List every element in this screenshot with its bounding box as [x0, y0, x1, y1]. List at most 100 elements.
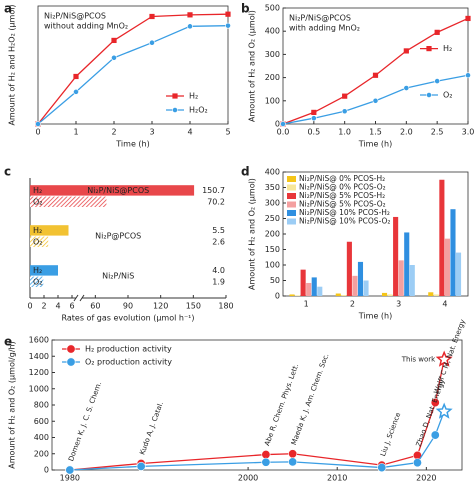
point-label: This work [401, 356, 436, 364]
x-tick-label: 6 [69, 302, 74, 311]
panel-label: b [241, 2, 250, 16]
y-tick-label: 0 [44, 466, 49, 475]
x-tick-label: 0.5 [307, 128, 320, 137]
bar [30, 265, 58, 276]
marker [225, 22, 231, 29]
x-tick-label: 2020 [416, 474, 436, 483]
x-tick-label: 120 [153, 302, 168, 311]
legend-label: H₂ [189, 92, 198, 101]
y-axis-label: Amount of H₂ and O₂ (μmol) [248, 10, 257, 122]
bar [363, 280, 369, 296]
x-tick-label: 0 [27, 302, 32, 311]
bar [455, 252, 462, 296]
marker [73, 73, 79, 80]
bar [289, 294, 295, 296]
y-tick-label: 100 [265, 261, 280, 270]
y-tick-label: 600 [34, 417, 49, 426]
y-tick-label: 100 [265, 96, 280, 105]
x-tick-label: 1980 [60, 474, 80, 483]
x-axis-label: Rates of gas evolution (μmol h⁻¹) [62, 314, 195, 323]
x-tick-label: 3.0 [462, 128, 474, 137]
x-tick-label: 1 [304, 300, 309, 309]
bar-label: O₂ [33, 237, 43, 246]
y-tick-label: 500 [265, 4, 280, 13]
bar [444, 238, 450, 296]
y-tick-label: 200 [265, 230, 280, 239]
point-label: Liu J, Science [379, 411, 402, 457]
marker [288, 457, 298, 467]
bar [341, 295, 347, 296]
legend-label: O₂ production activity [85, 358, 172, 367]
marker [372, 97, 379, 104]
legend-label: Ni₂P/NiS@ 5% PCOS-O₂ [299, 200, 386, 209]
bar [295, 295, 301, 296]
y-tick-label: 150 [265, 245, 280, 254]
bar [352, 275, 358, 296]
bar [409, 265, 415, 296]
marker [288, 449, 298, 459]
star-marker [435, 402, 453, 419]
marker [280, 121, 286, 127]
bar [346, 241, 352, 296]
point-label: Kudo A, J. Catal. [138, 401, 165, 456]
marker [310, 115, 317, 122]
bar [30, 236, 49, 247]
y-tick-label: 400 [265, 168, 280, 177]
bar [404, 232, 410, 296]
x-tick-label: 4 [187, 128, 192, 137]
marker [430, 430, 440, 440]
legend-label: Ni₂P/NiS@ 0% PCOS-H₂ [299, 174, 385, 183]
marker [341, 108, 348, 115]
series-line [37, 13, 229, 125]
x-tick-label: 4 [55, 302, 60, 311]
legend-label: O₂ [443, 91, 453, 100]
marker [403, 85, 410, 91]
marker [372, 72, 379, 78]
y-axis-label: Amount of H₂ and O₂ (μmol) [248, 178, 257, 290]
y-tick-label: 350 [265, 183, 280, 192]
x-tick-label: 0.0 [277, 128, 290, 137]
y-tick-label: 250 [265, 214, 280, 223]
x-tick-label: 180 [218, 302, 233, 311]
x-tick-label: 2 [111, 128, 116, 137]
bar-label: H₂ [33, 186, 42, 195]
bar-label: O₂ [33, 197, 43, 206]
marker [172, 93, 178, 99]
marker [73, 88, 79, 95]
series-line [69, 411, 445, 471]
bar [335, 293, 341, 296]
marker [111, 54, 117, 61]
bar [381, 292, 388, 296]
legend-label: H₂ [443, 44, 452, 53]
point-label: Domen K, J. C. S. Chem. [67, 381, 103, 463]
y-tick-label: 400 [265, 27, 280, 36]
marker [187, 23, 193, 30]
axis-break [79, 294, 85, 302]
marker [149, 39, 155, 46]
series-line [37, 25, 229, 125]
panel-label: a [4, 2, 12, 16]
x-tick-label: 1.5 [369, 128, 382, 137]
legend-swatch [287, 218, 296, 225]
y-tick-label: 300 [265, 199, 280, 208]
annotation: without adding MnO₂ [44, 22, 128, 31]
x-axis-label: Time (h) [358, 312, 392, 321]
x-axis-label: Time (h) [115, 140, 149, 149]
marker [311, 109, 317, 115]
star-marker [435, 350, 453, 367]
value-label: 2.6 [212, 237, 225, 246]
marker [426, 46, 432, 52]
marker [35, 121, 41, 127]
bar-label: O₂ [33, 277, 43, 286]
value-label: 150.7 [202, 186, 225, 195]
x-axis-label: Time (h) [358, 140, 392, 149]
marker [434, 78, 441, 84]
value-label: 4.0 [212, 266, 225, 275]
axis-break [73, 294, 79, 302]
x-tick-label: 4 [442, 300, 447, 309]
legend-swatch [287, 176, 296, 182]
y-tick-label: 50 [270, 276, 280, 285]
x-tick-label: 2 [41, 302, 46, 311]
